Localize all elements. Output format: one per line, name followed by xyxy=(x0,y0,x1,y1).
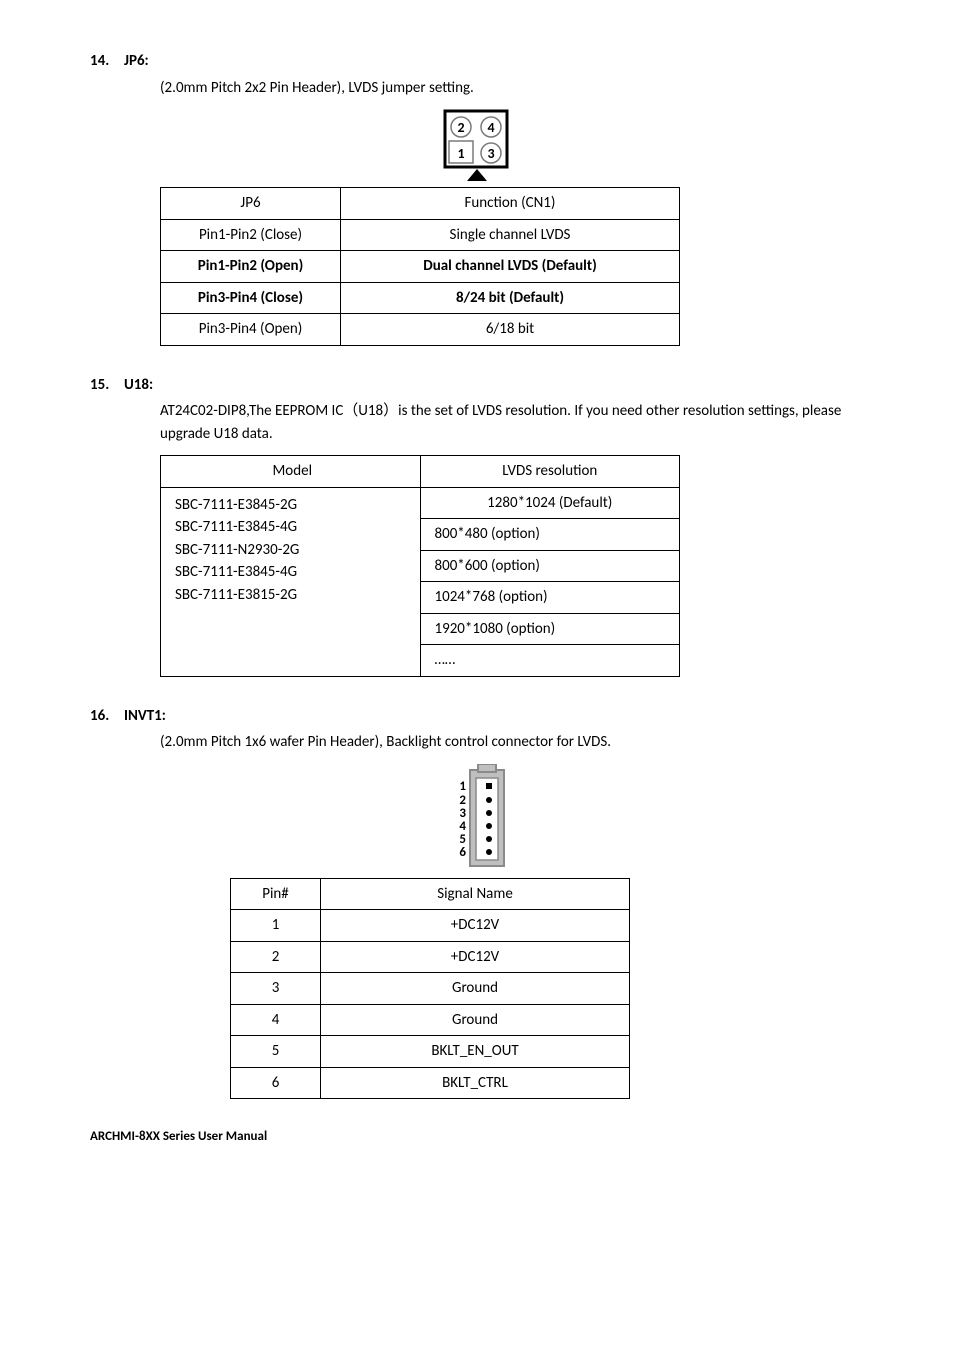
table-row: 5 BKLT_EN_OUT xyxy=(231,1036,630,1068)
cell: BKLT_CTRL xyxy=(321,1067,630,1099)
section-title: INVT1: xyxy=(124,705,166,728)
section-jp6: 14. JP6: (2.0mm Pitch 2x2 Pin Header), L… xyxy=(90,50,864,346)
cell: Pin1-Pin2 (Open) xyxy=(161,251,341,283)
cell: Ground xyxy=(321,1004,630,1036)
svg-text:1: 1 xyxy=(459,779,466,794)
table-row: Pin3-Pin4 (Close) 8/24 bit (Default) xyxy=(161,282,680,314)
section-u18: 15. U18: AT24C02-DIP8,The EEPROM IC（U18）… xyxy=(90,374,864,677)
jp6-table: JP6 Function (CN1) Pin1-Pin2 (Close) Sin… xyxy=(160,187,680,346)
table-row: 2 +DC12V xyxy=(231,941,630,973)
section-desc: AT24C02-DIP8,The EEPROM IC（U18）is the se… xyxy=(160,400,864,445)
cell: JP6 xyxy=(161,188,341,220)
cell: +DC12V xyxy=(321,910,630,942)
table-row: 4 Ground xyxy=(231,1004,630,1036)
cell: +DC12V xyxy=(321,941,630,973)
invt1-diagram: 1 2 3 4 5 6 xyxy=(90,764,864,874)
jp6-diagram: 2 4 1 3 xyxy=(90,109,864,183)
cell: Ground xyxy=(321,973,630,1005)
svg-text:6: 6 xyxy=(459,845,466,860)
section-number: 15. xyxy=(90,374,124,397)
cell: Pin1-Pin2 (Close) xyxy=(161,219,341,251)
section-number: 16. xyxy=(90,705,124,728)
cell: Single channel LVDS xyxy=(341,219,680,251)
table-row: Model LVDS resolution xyxy=(161,456,680,488)
cell: 2 xyxy=(231,941,321,973)
cell: Dual channel LVDS (Default) xyxy=(341,251,680,283)
cell: BKLT_EN_OUT xyxy=(321,1036,630,1068)
header-cell: Model xyxy=(161,456,421,488)
svg-text:2: 2 xyxy=(457,119,464,136)
jp6-svg: 2 4 1 3 xyxy=(437,109,517,183)
cell: 800*600 (option) xyxy=(420,550,680,582)
cell: …… xyxy=(420,645,680,677)
cell: 6/18 bit xyxy=(341,314,680,346)
cell: 1024*768 (option) xyxy=(420,582,680,614)
invt1-table: Pin# Signal Name 1 +DC12V 2 +DC12V 3 Gro… xyxy=(230,878,630,1100)
section-title: JP6: xyxy=(124,50,149,73)
table-row: Pin1-Pin2 (Close) Single channel LVDS xyxy=(161,219,680,251)
cell: 5 xyxy=(231,1036,321,1068)
cell: Function (CN1) xyxy=(341,188,680,220)
cell: 1920*1080 (option) xyxy=(420,613,680,645)
cell: 6 xyxy=(231,1067,321,1099)
table-row: JP6 Function (CN1) xyxy=(161,188,680,220)
svg-text:1: 1 xyxy=(457,145,464,162)
svg-text:3: 3 xyxy=(487,145,494,162)
table-row: Pin# Signal Name xyxy=(231,878,630,910)
section-desc: (2.0mm Pitch 1x6 wafer Pin Header), Back… xyxy=(160,731,864,754)
cell: 800*480 (option) xyxy=(420,519,680,551)
model-cell: SBC-7111-E3845-2G SBC-7111-E3845-4G SBC-… xyxy=(161,487,421,676)
header-cell: LVDS resolution xyxy=(420,456,680,488)
header-cell: Signal Name xyxy=(321,878,630,910)
cell: 4 xyxy=(231,1004,321,1036)
cell: 1 xyxy=(231,910,321,942)
table-row: Pin1-Pin2 (Open) Dual channel LVDS (Defa… xyxy=(161,251,680,283)
section-title: U18: xyxy=(124,374,153,397)
svg-text:4: 4 xyxy=(487,119,494,136)
section-number: 14. xyxy=(90,50,124,73)
table-row: SBC-7111-E3845-2G SBC-7111-E3845-4G SBC-… xyxy=(161,487,680,519)
table-row: 3 Ground xyxy=(231,973,630,1005)
footer-text: ARCHMI-8XX Series User Manual xyxy=(90,1127,864,1147)
cell: Pin3-Pin4 (Close) xyxy=(161,282,341,314)
cell: 3 xyxy=(231,973,321,1005)
cell: 1280*1024 (Default) xyxy=(420,487,680,519)
section-invt1: 16. INVT1: (2.0mm Pitch 1x6 wafer Pin He… xyxy=(90,705,864,1100)
table-row: 6 BKLT_CTRL xyxy=(231,1067,630,1099)
cell: 8/24 bit (Default) xyxy=(341,282,680,314)
table-row: 1 +DC12V xyxy=(231,910,630,942)
cell: Pin3-Pin4 (Open) xyxy=(161,314,341,346)
section-desc: (2.0mm Pitch 2x2 Pin Header), LVDS jumpe… xyxy=(160,77,864,100)
header-cell: Pin# xyxy=(231,878,321,910)
table-row: Pin3-Pin4 (Open) 6/18 bit xyxy=(161,314,680,346)
u18-table: Model LVDS resolution SBC-7111-E3845-2G … xyxy=(160,455,680,677)
invt1-svg: 1 2 3 4 5 6 xyxy=(442,764,512,874)
